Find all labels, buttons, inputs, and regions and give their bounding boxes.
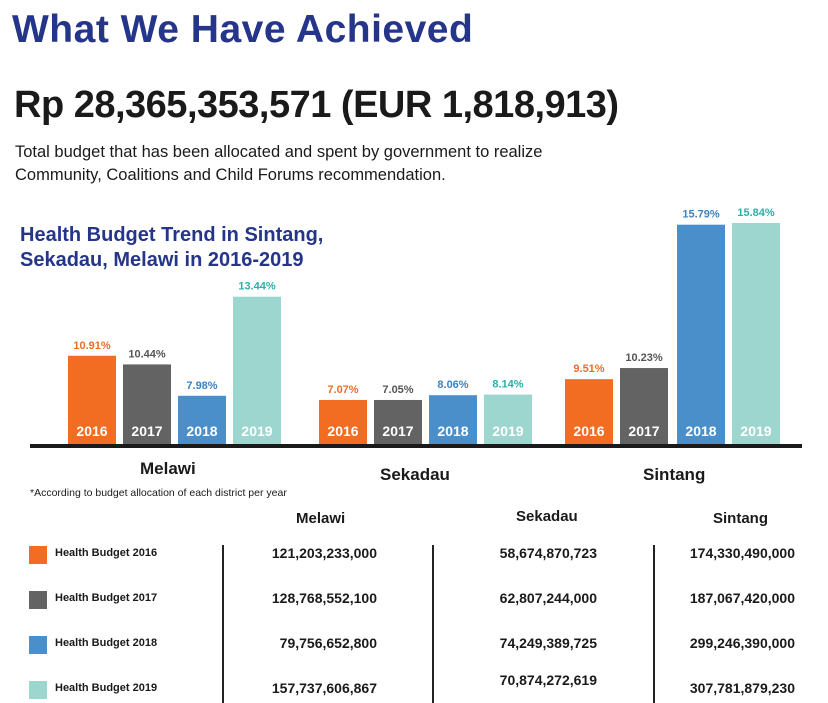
legend-label: Health Budget 2018 [55, 637, 158, 649]
group-label-sekadau: Sekadau [380, 465, 450, 484]
legend-swatch [29, 546, 47, 564]
data-label: 15.84% [737, 207, 775, 219]
data-label: 10.44% [128, 348, 166, 360]
page-title: What We Have Achieved [12, 8, 474, 51]
table-cell: 62,807,244,000 [499, 590, 597, 606]
table-divider [222, 545, 224, 703]
table-header-sintang: Sintang [713, 510, 768, 527]
description: Total budget that has been allocated and… [15, 143, 543, 184]
data-label: 8.14% [492, 379, 523, 391]
data-label: 8.06% [437, 379, 468, 391]
year-label: 2019 [241, 423, 272, 439]
table-divider [653, 545, 655, 703]
chart-title-line2: Sekadau, Melawi in 2016-2019 [20, 249, 304, 271]
data-label: 7.98% [186, 380, 217, 392]
year-label: 2017 [382, 423, 413, 439]
group-label-sintang: Sintang [643, 465, 706, 484]
bar-melawi-2017 [123, 364, 171, 445]
table-cell: 157,737,606,867 [271, 680, 377, 696]
bar-melawi-2019 [233, 296, 281, 445]
table-divider [432, 545, 434, 703]
year-label: 2018 [685, 423, 716, 439]
chart-title: Health Budget Trend in Sintang, Sekadau,… [20, 223, 323, 273]
bar-sekadau-2016 [319, 399, 367, 445]
bar-sintang-2017 [620, 368, 668, 445]
table-cell: 74,249,389,725 [499, 635, 597, 651]
table-header-melawi: Melawi [296, 510, 346, 527]
table-cell: 79,756,652,800 [279, 635, 377, 651]
data-label: 15.79% [682, 209, 720, 221]
year-label: 2018 [437, 423, 468, 439]
legend-label: Health Budget 2017 [55, 592, 158, 604]
total-amount: Rp 28,365,353,571 (EUR 1,818,913) [14, 84, 619, 126]
group-label-melawi: Melawi [140, 459, 196, 478]
table-cell: 307,781,879,230 [689, 680, 795, 696]
year-label: 2019 [492, 423, 523, 439]
bar-sintang-2016 [565, 379, 613, 445]
data-label: 7.05% [382, 384, 413, 396]
year-label: 2016 [573, 423, 604, 439]
legend-swatch [29, 681, 47, 699]
year-label: 2019 [740, 423, 771, 439]
chart-title-line1: Health Budget Trend in Sintang, [20, 224, 324, 246]
legend-swatch [29, 636, 47, 654]
bar-chart: 10.91% 2016 7.07% 2016 9.51% 2016 10.44% 2017 7.… [30, 207, 802, 448]
data-label: 7.07% [327, 384, 358, 396]
year-label: 2017 [628, 423, 659, 439]
bar-sekadau-2017 [374, 399, 422, 445]
legend-label: Health Budget 2019 [55, 682, 158, 694]
table-cell: 121,203,233,000 [271, 545, 377, 561]
table-cell: 70,874,272,619 [499, 672, 597, 688]
table-cell: 58,674,870,723 [499, 545, 597, 561]
table-header-sekadau: Sekadau [516, 508, 578, 525]
year-label: 2018 [186, 423, 217, 439]
data-label: 13.44% [238, 281, 276, 293]
table-cell: 187,067,420,000 [689, 590, 795, 606]
legend-label: Health Budget 2016 [55, 547, 158, 559]
bar-melawi-2018 [178, 395, 226, 445]
bar-sintang-2019 [732, 223, 780, 445]
year-label: 2016 [327, 423, 358, 439]
bar-melawi-2016 [68, 355, 116, 445]
data-label: 10.23% [625, 352, 663, 364]
table-cell: 128,768,552,100 [271, 590, 377, 606]
year-label: 2017 [131, 423, 162, 439]
baseline [30, 444, 802, 448]
bar-sintang-2018 [677, 224, 725, 445]
year-label: 2016 [76, 423, 107, 439]
bar-sekadau-2019 [484, 394, 532, 445]
bar-sekadau-2018 [429, 395, 477, 445]
table-cell: 299,246,390,000 [689, 635, 795, 651]
legend-swatch [29, 591, 47, 609]
data-label: 10.91% [73, 340, 111, 352]
footnote: *According to budget allocation of each … [30, 487, 287, 499]
data-label: 9.51% [573, 363, 604, 375]
table-cell: 174,330,490,000 [689, 545, 795, 561]
